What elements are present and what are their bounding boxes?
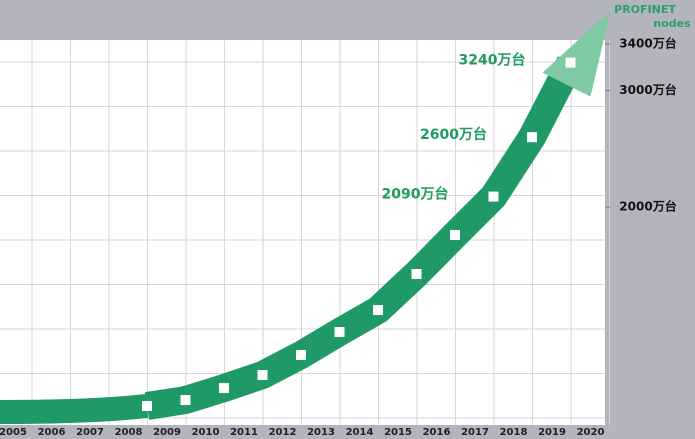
- data-point: [488, 191, 499, 202]
- data-point: [142, 400, 152, 411]
- data-point: [219, 383, 229, 394]
- x-tick-label: 2010: [192, 427, 220, 438]
- y-tick-label: 3000万台: [619, 82, 676, 97]
- annotation: 2090万台: [382, 186, 449, 203]
- x-tick-label: 2019: [538, 427, 566, 438]
- y-tick-label: 3400万台: [619, 36, 676, 51]
- x-tick-label: 2014: [346, 427, 374, 438]
- chart-title: PROFINET: [614, 3, 676, 16]
- series-line: [144, 56, 583, 420]
- data-point: [565, 57, 576, 68]
- x-tick-label: 2015: [384, 427, 412, 438]
- data-point: [180, 395, 191, 406]
- annotation: 3240万台: [459, 52, 526, 69]
- x-tick-label: 2016: [423, 427, 451, 438]
- chart-subtitle: nodes: [653, 17, 691, 30]
- y-tick-label: 2000万台: [619, 199, 676, 214]
- arrow-tail: [0, 394, 149, 424]
- x-tick-label: 2012: [269, 427, 297, 438]
- x-tick-label: 2007: [76, 427, 104, 438]
- x-tick-label: 2011: [230, 427, 258, 438]
- data-point: [527, 132, 537, 143]
- x-tick-label: 2009: [153, 427, 181, 438]
- data-point: [411, 269, 422, 280]
- arrow-head: [542, 10, 611, 97]
- x-tick-label: 2005: [0, 427, 27, 438]
- data-point: [257, 370, 268, 381]
- data-point: [450, 230, 460, 241]
- x-tick-label: 2008: [115, 427, 143, 438]
- x-tick-label: 2020: [577, 427, 605, 438]
- x-tick-label: 2013: [307, 427, 335, 438]
- data-point: [373, 305, 383, 316]
- data-point: [296, 349, 306, 360]
- x-tick-label: 2017: [461, 427, 489, 438]
- x-tick-label: 2018: [500, 427, 528, 438]
- annotation: 2600万台: [420, 126, 487, 143]
- data-point: [334, 327, 345, 338]
- x-tick-label: 2006: [38, 427, 66, 438]
